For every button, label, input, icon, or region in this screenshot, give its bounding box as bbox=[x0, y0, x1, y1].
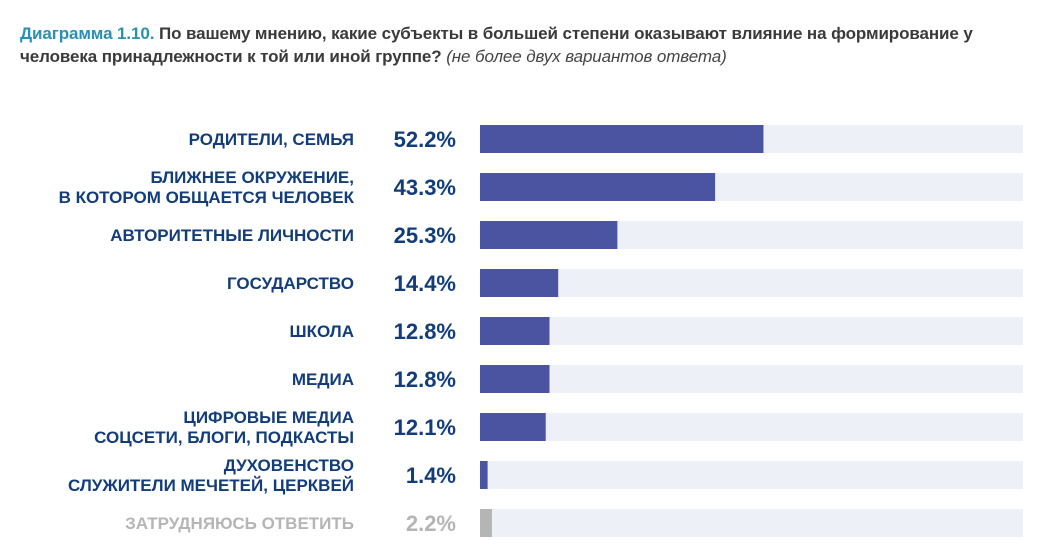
category-label: ЗАТРУДНЯЮСЬ ОТВЕТИТЬ bbox=[125, 514, 354, 533]
category-label: ДУХОВЕНСТВО bbox=[224, 456, 354, 475]
bar-track bbox=[480, 509, 1023, 537]
bar-row: 12.8% ШКОЛА bbox=[290, 317, 1023, 345]
bar bbox=[480, 317, 550, 345]
chart-title: Диаграмма 1.10. По вашему мнению, какие … bbox=[20, 22, 1030, 68]
bar bbox=[480, 413, 546, 441]
value-label: 14.4% bbox=[394, 271, 456, 296]
bar-row: 25.3% АВТОРИТЕТНЫЕ ЛИЧНОСТИ bbox=[110, 221, 1023, 249]
value-label: 12.8% bbox=[394, 367, 456, 392]
category-label: МЕДИА bbox=[292, 370, 354, 389]
bar-row: 12.8% МЕДИА bbox=[292, 365, 1023, 393]
value-label: 52.2% bbox=[394, 127, 456, 152]
bar-track bbox=[480, 269, 1023, 297]
value-label: 12.1% bbox=[394, 415, 456, 440]
category-label: АВТОРИТЕТНЫЕ ЛИЧНОСТИ bbox=[110, 226, 354, 245]
bar bbox=[480, 461, 488, 489]
chart-label: Диаграмма 1.10. bbox=[20, 24, 155, 43]
bar bbox=[480, 125, 764, 153]
category-label: ШКОЛА bbox=[290, 322, 354, 341]
category-label: БЛИЖНЕЕ ОКРУЖЕНИЕ, bbox=[150, 168, 354, 187]
bar-row: 43.3% БЛИЖНЕЕ ОКРУЖЕНИЕ,В КОТОРОМ ОБЩАЕТС… bbox=[59, 168, 1023, 207]
bar-track bbox=[480, 461, 1023, 489]
chart-question: По вашему мнению, какие субъекты в больш… bbox=[20, 24, 973, 66]
value-label: 43.3% bbox=[394, 175, 456, 200]
category-label: ГОСУДАРСТВО bbox=[227, 274, 354, 293]
chart-note: (не более двух вариантов ответа) bbox=[446, 47, 727, 66]
category-label: СОЦСЕТИ, БЛОГИ, ПОДКАСТЫ bbox=[94, 428, 354, 447]
bar bbox=[480, 269, 559, 297]
category-label: В КОТОРОМ ОБЩАЕТСЯ ЧЕЛОВЕК bbox=[59, 188, 355, 207]
value-label: 12.8% bbox=[394, 319, 456, 344]
value-label: 1.4% bbox=[406, 463, 456, 488]
bar-row: 14.4% ГОСУДАРСТВО bbox=[227, 269, 1023, 297]
bar bbox=[480, 365, 550, 393]
category-label: ЦИФРОВЫЕ МЕДИА bbox=[183, 408, 354, 427]
bar-track bbox=[480, 365, 1023, 393]
bar-track bbox=[480, 317, 1023, 345]
value-label: 2.2% bbox=[406, 511, 456, 536]
bar bbox=[480, 509, 492, 537]
bar bbox=[480, 173, 716, 201]
category-label: СЛУЖИТЕЛИ МЕЧЕТЕЙ, ЦЕРКВЕЙ bbox=[68, 476, 354, 495]
value-label: 25.3% bbox=[394, 223, 456, 248]
bar-track bbox=[480, 413, 1023, 441]
category-label: РОДИТЕЛИ, СЕМЬЯ bbox=[189, 130, 354, 149]
bar-row: 2.2% ЗАТРУДНЯЮСЬ ОТВЕТИТЬ bbox=[125, 509, 1023, 537]
bar-row: 52.2% РОДИТЕЛИ, СЕМЬЯ bbox=[189, 125, 1023, 153]
bar bbox=[480, 221, 618, 249]
